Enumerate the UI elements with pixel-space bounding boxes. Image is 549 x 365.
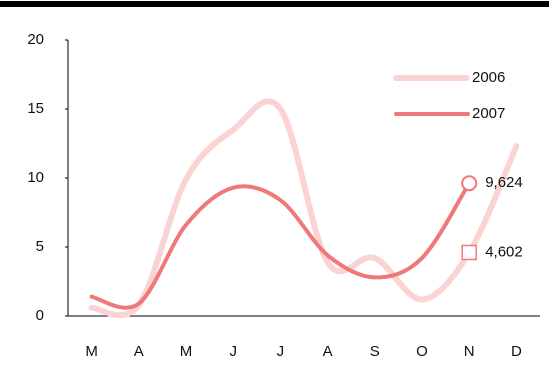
x-tick-label: J (229, 343, 237, 360)
point-marker (461, 244, 477, 261)
value-label: 9,624 (485, 174, 523, 191)
x-tick-label: D (511, 343, 522, 360)
x-tick-label: A (134, 343, 144, 360)
legend-label: 2006 (472, 69, 505, 86)
top-bar (0, 1, 549, 7)
x-tick-label: J (277, 343, 285, 360)
x-tick-label: S (370, 343, 380, 360)
x-tick-label: N (464, 343, 475, 360)
y-tick-label: 5 (36, 238, 44, 255)
series-line (89, 181, 472, 310)
y-tick-label: 15 (27, 100, 44, 117)
value-label: 4,602 (485, 243, 523, 260)
y-tick-label: 10 (27, 169, 44, 186)
series-line (88, 98, 520, 319)
point-marker (461, 175, 478, 192)
y-tick-label: 0 (36, 307, 44, 324)
legend-label: 2007 (472, 105, 505, 122)
x-tick-label: M (180, 343, 193, 360)
x-tick-label: O (416, 343, 428, 360)
x-tick-label: M (85, 343, 98, 360)
x-tick-label: A (323, 343, 333, 360)
y-tick-label: 20 (27, 31, 44, 48)
